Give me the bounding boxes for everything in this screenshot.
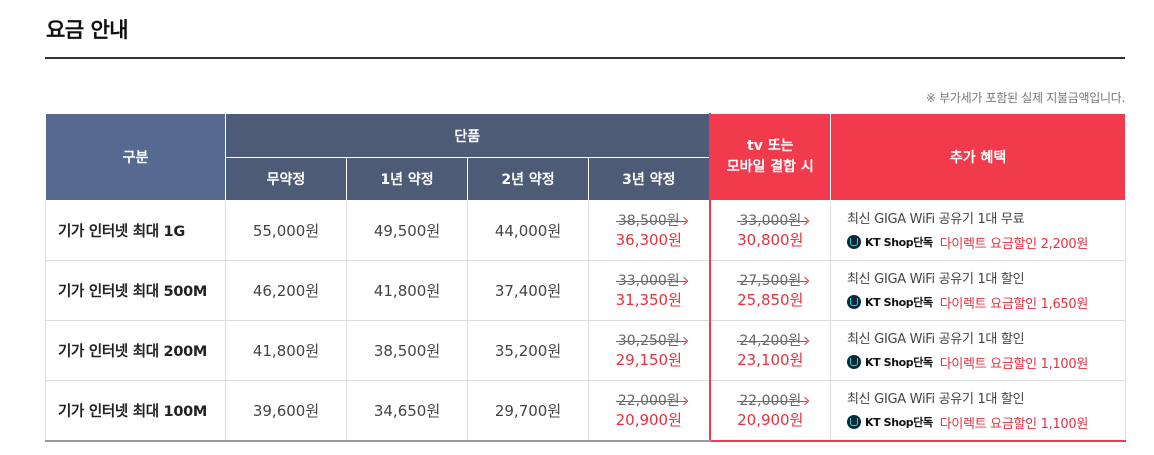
- extra-benefit-cell: 최신 GIGA WiFi 공유기 1대 할인 KT Shop단독 다이렉트 요금…: [830, 380, 1127, 442]
- price-3yr-original: 30,250원: [615, 333, 686, 349]
- plan-name: 기가 인터넷 최대 100M: [45, 380, 226, 442]
- price-2yr: 35,200원: [467, 320, 589, 381]
- direct-discount: 다이렉트 요금할인 1,100원: [939, 416, 1089, 432]
- header-combo-line1: tv 또는: [747, 138, 794, 154]
- direct-discount: 다이렉트 요금할인 1,650원: [939, 296, 1089, 312]
- header-3yr: 3년 약정: [587, 157, 711, 201]
- page-title: 요금 안내: [46, 18, 129, 42]
- price-3yr-cell: 33,000원 31,350원: [587, 260, 711, 321]
- extra-benefit-cell: 최신 GIGA WiFi 공유기 1대 무료 KT Shop단독 다이렉트 요금…: [830, 200, 1127, 261]
- header-extra: 추가 혜택: [830, 113, 1127, 201]
- price-combo-original: 27,500원: [737, 273, 808, 289]
- title-divider: [45, 57, 1125, 59]
- price-3yr-original: 22,000원: [615, 393, 686, 409]
- price-combo-sale: 25,850원: [737, 291, 804, 309]
- price-1yr: 41,800원: [346, 260, 468, 321]
- price-2yr: 37,400원: [467, 260, 589, 321]
- price-no-contract: 41,800원: [225, 320, 347, 381]
- header-1yr: 1년 약정: [346, 157, 468, 201]
- price-3yr-sale: 29,150원: [615, 351, 682, 369]
- benefit-text: 최신 GIGA WiFi 공유기 1대 할인: [847, 331, 1025, 347]
- price-2yr: 29,700원: [467, 380, 589, 442]
- price-combo-original: 33,000원: [737, 213, 808, 229]
- price-1yr: 34,650원: [346, 380, 468, 442]
- price-1yr: 49,500원: [346, 200, 468, 261]
- price-combo-sale: 30,800원: [737, 231, 804, 249]
- kt-shop-label: KT Shop단독: [865, 356, 933, 369]
- header-combo-line2: 모바일 결합 시: [726, 159, 814, 175]
- price-3yr-cell: 38,500원 36,300원: [587, 200, 711, 261]
- plan-name: 기가 인터넷 최대 1G: [45, 200, 226, 261]
- header-no-contract: 무약정: [225, 157, 347, 201]
- kt-shop-label: KT Shop단독: [865, 236, 933, 249]
- direct-discount: 다이렉트 요금할인 2,200원: [939, 236, 1089, 252]
- plan-name: 기가 인터넷 최대 200M: [45, 320, 226, 381]
- price-3yr-original: 33,000원: [615, 273, 686, 289]
- vat-note: ※ 부가세가 포함된 실제 지불금액입니다.: [925, 91, 1125, 105]
- price-1yr: 38,500원: [346, 320, 468, 381]
- price-combo-cell: 33,000원 30,800원: [708, 200, 832, 261]
- kt-discount-line: KT Shop단독 다이렉트 요금할인 2,200원: [847, 233, 1125, 252]
- price-no-contract: 46,200원: [225, 260, 347, 321]
- pricing-table: 구분 단품 tv 또는 모바일 결합 시 추가 혜택 무약정 1년 약정 2년 …: [45, 113, 1127, 442]
- kt-shop-icon: [847, 415, 862, 429]
- benefit-text: 최신 GIGA WiFi 공유기 1대 할인: [847, 271, 1025, 287]
- kt-shop-label: KT Shop단독: [865, 296, 933, 309]
- benefit-text: 최신 GIGA WiFi 공유기 1대 할인: [847, 391, 1025, 407]
- kt-shop-label: KT Shop단독: [865, 416, 933, 429]
- price-combo-original: 24,200원: [737, 333, 808, 349]
- price-combo-sale: 20,900원: [737, 411, 804, 429]
- kt-discount-line: KT Shop단독 다이렉트 요금할인 1,100원: [847, 353, 1125, 372]
- price-combo-original: 22,000원: [737, 393, 808, 409]
- price-combo-cell: 22,000원 20,900원: [708, 380, 832, 442]
- price-combo-sale: 23,100원: [737, 351, 804, 369]
- kt-shop-icon: [847, 235, 862, 249]
- header-combo: tv 또는 모바일 결합 시: [708, 113, 832, 201]
- header-2yr: 2년 약정: [467, 157, 589, 201]
- price-3yr-original: 38,500원: [615, 213, 686, 229]
- kt-discount-line: KT Shop단독 다이렉트 요금할인 1,100원: [847, 413, 1125, 432]
- price-3yr-sale: 31,350원: [615, 291, 682, 309]
- kt-discount-line: KT Shop단독 다이렉트 요금할인 1,650원: [847, 293, 1125, 312]
- price-combo-cell: 27,500원 25,850원: [708, 260, 832, 321]
- benefit-text: 최신 GIGA WiFi 공유기 1대 무료: [847, 211, 1025, 227]
- table-row: 기가 인터넷 최대 200M 41,800원 38,500원 35,200원 3…: [45, 320, 1127, 381]
- price-2yr: 44,000원: [467, 200, 589, 261]
- table-row: 기가 인터넷 최대 500M 46,200원 41,800원 37,400원 3…: [45, 260, 1127, 321]
- price-no-contract: 39,600원: [225, 380, 347, 442]
- table-row: 기가 인터넷 최대 1G 55,000원 49,500원 44,000원 38,…: [45, 200, 1127, 261]
- kt-shop-icon: [847, 295, 862, 309]
- extra-benefit-cell: 최신 GIGA WiFi 공유기 1대 할인 KT Shop단독 다이렉트 요금…: [830, 260, 1127, 321]
- header-single: 단품: [224, 113, 711, 158]
- price-3yr-sale: 20,900원: [615, 411, 682, 429]
- price-3yr-cell: 22,000원 20,900원: [587, 380, 711, 442]
- extra-benefit-cell: 최신 GIGA WiFi 공유기 1대 할인 KT Shop단독 다이렉트 요금…: [830, 320, 1127, 381]
- table-row: 기가 인터넷 최대 100M 39,600원 34,650원 29,700원 2…: [45, 380, 1127, 442]
- direct-discount: 다이렉트 요금할인 1,100원: [939, 356, 1089, 372]
- kt-shop-icon: [847, 355, 862, 369]
- price-combo-cell: 24,200원 23,100원: [708, 320, 832, 381]
- plan-name: 기가 인터넷 최대 500M: [45, 260, 226, 321]
- price-3yr-sale: 36,300원: [615, 231, 682, 249]
- price-3yr-cell: 30,250원 29,150원: [587, 320, 711, 381]
- header-gubun: 구분: [45, 113, 226, 201]
- price-no-contract: 55,000원: [225, 200, 347, 261]
